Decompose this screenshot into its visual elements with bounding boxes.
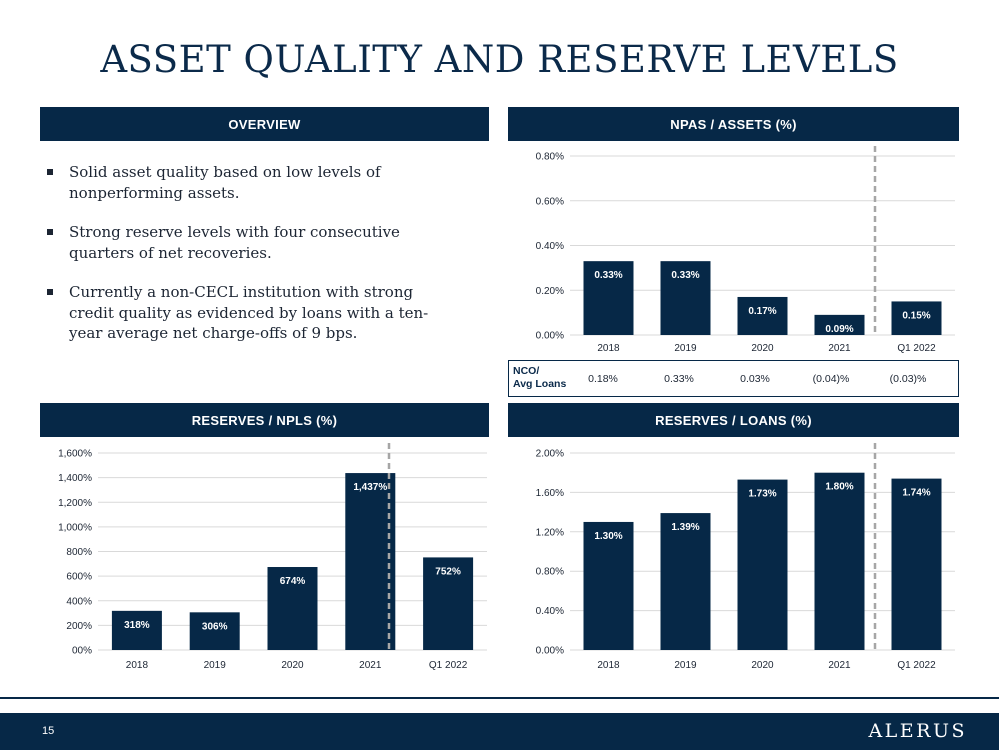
y-tick-label: 0.80% <box>536 567 564 578</box>
y-tick-label: 600% <box>66 572 92 583</box>
y-tick-label: 1,600% <box>58 449 92 460</box>
x-tick-label: 2018 <box>126 660 149 671</box>
reserves-loans-chart: 0.00% 0.40% 0.80% 1.20% 1.60% 2.00% 1.30% 2018 1… <box>536 443 955 671</box>
x-tick-label: 2019 <box>674 660 697 671</box>
y-tick-label: 200% <box>66 621 92 632</box>
x-tick-label: Q1 2022 <box>897 343 936 354</box>
data-label: 0.17% <box>748 306 776 317</box>
nco-label-line2: Avg Loans <box>513 378 567 390</box>
x-tick-label: 2021 <box>828 660 851 671</box>
x-tick-label: 2019 <box>204 660 227 671</box>
bar <box>814 314 865 335</box>
nco-table: NCO/ Avg Loans 0.18% 0.33% 0.03% (0.04)%… <box>508 360 959 397</box>
footer-bar: 15 ALERUS <box>0 713 999 750</box>
bar <box>583 261 634 335</box>
data-label: 1.80% <box>825 482 853 493</box>
y-tick-label: 1,200% <box>58 498 92 509</box>
overview-bullet: Strong reserve levels with four consecut… <box>45 222 445 263</box>
data-label: 752% <box>435 566 461 577</box>
x-tick-label: 2018 <box>597 343 620 354</box>
y-tick-label: 800% <box>66 547 92 558</box>
nco-value: (0.03)% <box>889 373 927 385</box>
bar <box>660 513 711 650</box>
npas-header: NPAS / ASSETS (%) <box>508 107 959 141</box>
y-tick-label: 0.00% <box>536 646 564 657</box>
x-tick-label: Q1 2022 <box>897 660 936 671</box>
data-label: 0.15% <box>902 310 930 321</box>
bar <box>891 478 942 650</box>
bar <box>267 567 318 650</box>
reserves-npls-chart: 00% 200% 400% 600% 800% 1,000% 1,200% 1,400% 1,6… <box>58 443 487 671</box>
y-tick-label: 0.40% <box>536 241 564 252</box>
y-tick-label: 0.00% <box>536 331 564 342</box>
data-label: 0.33% <box>671 270 699 281</box>
bar <box>111 610 162 650</box>
x-tick-label: 2020 <box>751 660 774 671</box>
overview-bullet: Solid asset quality based on low levels … <box>45 162 445 203</box>
data-label: 1,437% <box>353 482 387 493</box>
y-tick-label: 0.40% <box>536 606 564 617</box>
overview-bullet: Currently a non-CECL institution with st… <box>45 282 445 344</box>
data-label: 1.73% <box>748 489 776 500</box>
y-tick-label: 1.60% <box>536 488 564 499</box>
nco-label: NCO/ Avg Loans <box>513 365 566 391</box>
bullet-icon <box>47 169 53 175</box>
data-label: 0.33% <box>594 270 622 281</box>
y-tick-label: 2.00% <box>536 449 564 460</box>
overview-header: OVERVIEW <box>40 107 489 141</box>
data-label: 0.09% <box>825 324 853 335</box>
data-label: 306% <box>202 621 228 632</box>
bar <box>660 261 711 335</box>
overview-bullet-text: Solid asset quality based on low levels … <box>69 163 381 202</box>
y-tick-label: 1,000% <box>58 522 92 533</box>
bar <box>189 612 240 650</box>
bar <box>583 521 634 650</box>
overview-bullet-text: Currently a non-CECL institution with st… <box>69 283 429 342</box>
x-tick-label: 2018 <box>597 660 620 671</box>
x-tick-label: 2020 <box>281 660 304 671</box>
x-tick-label: 2020 <box>751 343 774 354</box>
reserves-loans-header: RESERVES / LOANS (%) <box>508 403 959 437</box>
reserves-npls-header: RESERVES / NPLS (%) <box>40 403 489 437</box>
data-label: 1.74% <box>902 488 930 499</box>
page-number: 15 <box>42 725 55 737</box>
company-logo: ALERUS <box>868 720 967 742</box>
bar <box>814 472 865 650</box>
y-tick-label: 1,400% <box>58 473 92 484</box>
y-tick-label: 1.20% <box>536 527 564 538</box>
nco-value: 0.03% <box>740 373 770 385</box>
overview-list: Solid asset quality based on low levels … <box>45 162 445 363</box>
bar <box>345 473 396 650</box>
nco-value: 0.18% <box>588 373 618 385</box>
nco-value: 0.33% <box>664 373 694 385</box>
bar <box>891 301 942 335</box>
bullet-icon <box>47 229 53 235</box>
overview-bullet-text: Strong reserve levels with four consecut… <box>69 223 400 262</box>
y-tick-label: 0.60% <box>536 196 564 207</box>
npas-chart: 0.00% 0.20% 0.40% 0.60% 0.80% 0.33% 2018 0.33% 2… <box>536 146 955 354</box>
data-label: 674% <box>280 576 306 587</box>
data-label: 1.30% <box>594 531 622 542</box>
bar <box>737 479 788 650</box>
bullet-icon <box>47 289 53 295</box>
data-label: 1.39% <box>671 522 699 533</box>
bar <box>737 296 788 335</box>
page-title: ASSET QUALITY AND RESERVE LEVELS <box>100 38 899 81</box>
x-tick-label: 2021 <box>828 343 851 354</box>
data-label: 318% <box>124 620 150 631</box>
y-tick-label: 00% <box>72 646 92 657</box>
bar <box>423 557 474 650</box>
x-tick-label: 2019 <box>674 343 697 354</box>
y-tick-label: 400% <box>66 596 92 607</box>
footer-divider <box>0 697 999 699</box>
x-tick-label: Q1 2022 <box>429 660 468 671</box>
nco-value: (0.04)% <box>812 373 850 385</box>
y-tick-label: 0.20% <box>536 286 564 297</box>
y-tick-label: 0.80% <box>536 152 564 163</box>
nco-label-line1: NCO/ <box>513 365 540 377</box>
x-tick-label: 2021 <box>359 660 382 671</box>
